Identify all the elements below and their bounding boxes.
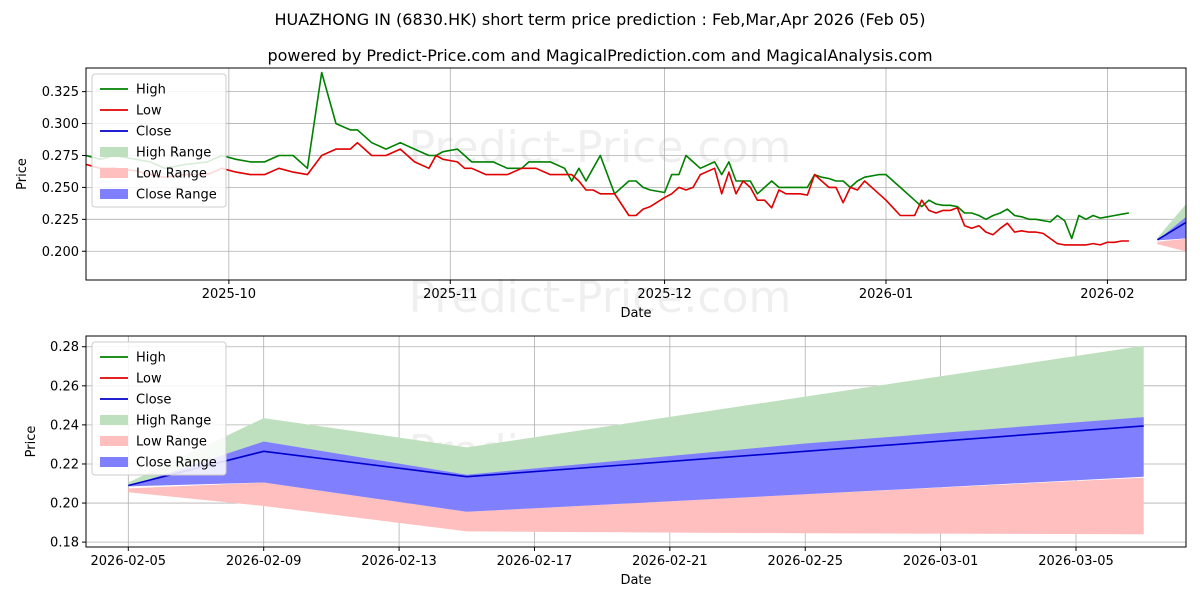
plot1-x-tick-label-2: 2025-12 <box>637 287 691 302</box>
plot2-x-axis-label: Date <box>620 573 651 588</box>
plot2-x-tick-label-3: 2026-02-17 <box>497 554 573 569</box>
plot1-legend-swatch-low-range <box>100 168 128 178</box>
plot1-x-tick-label-0: 2025-10 <box>202 287 256 302</box>
plot2-x-tick-label-6: 2026-03-01 <box>903 554 979 569</box>
plot2-legend-label-high: High <box>136 351 166 366</box>
plot2-y-tick-label-0: 0.18 <box>50 536 79 551</box>
plot1-x-tick-label-1: 2025-11 <box>423 287 477 302</box>
plot1-y-tick-label-1: 0.225 <box>42 213 79 228</box>
plot1-x-tick-label-4: 2026-02 <box>1080 287 1134 302</box>
plot1-y-tick-label-4: 0.300 <box>42 117 79 132</box>
plot1-x-tick-label-3: 2026-01 <box>859 287 913 302</box>
plot2-y-tick-label-2: 0.22 <box>50 457 79 472</box>
plot2-low-range-band <box>128 477 1144 535</box>
plot2-y-axis-label: Price <box>24 426 39 458</box>
plot2-y-tick-label-4: 0.26 <box>50 379 79 394</box>
plot2-legend-label-high-range: High Range <box>136 414 211 429</box>
plot2-legend-label-close-range: Close Range <box>136 456 217 471</box>
plot2-legend-swatch-low-range <box>100 436 128 446</box>
chart-title: HUAZHONG IN (6830.HK) short term price p… <box>274 10 926 29</box>
plot2-y-tick-label-5: 0.28 <box>50 340 79 355</box>
plot2-y-tick-label-1: 0.20 <box>50 497 79 512</box>
plot1-legend-label-high-range: High Range <box>136 146 211 161</box>
plot1-x-axis-label: Date <box>620 306 651 321</box>
plot1-high-range-band <box>1157 204 1186 240</box>
plot1-y-tick-label-5: 0.325 <box>42 85 79 100</box>
plot1-legend-label-low: Low <box>136 104 162 119</box>
plot2-legend-swatch-high-range <box>100 415 128 425</box>
plot2-y-tick-label-3: 0.24 <box>50 418 79 433</box>
plot2-legend-label-close: Close <box>136 393 171 408</box>
plot2-frame <box>85 335 1187 548</box>
plot1-low-range-band <box>1157 238 1186 252</box>
plot1-legend-swatch-close-range <box>100 189 128 199</box>
plot2-legend-label-low: Low <box>136 372 162 387</box>
plot1-legend-label-low-range: Low Range <box>136 167 207 182</box>
plot1-y-tick-label-3: 0.275 <box>42 149 79 164</box>
plot1-y-axis-label: Price <box>15 158 30 190</box>
plot2-series-group <box>128 345 1144 535</box>
plot1-legend-label-high: High <box>136 83 166 98</box>
plot1-low-line <box>86 141 1129 246</box>
plot2-x-tick-label-7: 2026-03-05 <box>1038 554 1114 569</box>
plot1-high-line <box>86 71 1130 240</box>
plot1-legend-label-close-range: Close Range <box>136 188 217 203</box>
plot2-x-tick-label-5: 2026-02-25 <box>767 554 843 569</box>
chart-subtitle: powered by Predict-Price.com and Magical… <box>267 46 933 65</box>
plot2-x-tick-label-4: 2026-02-21 <box>632 554 708 569</box>
plot2-legend-label-low-range: Low Range <box>136 435 207 450</box>
plot2-x-tick-label-1: 2026-02-09 <box>226 554 302 569</box>
plot2-legend-swatch-close-range <box>100 457 128 467</box>
plot1-watermark-0: Predict-Price.com <box>409 122 792 173</box>
plot1-series-group <box>86 71 1186 252</box>
plot2-x-tick-label-0: 2026-02-05 <box>91 554 167 569</box>
plot1-y-tick-label-0: 0.200 <box>42 245 79 260</box>
plot1-y-tick-label-2: 0.250 <box>42 181 79 196</box>
plot1-close-range-band <box>1157 216 1186 241</box>
plot2-high-range-band <box>128 345 1144 486</box>
plot1-legend-label-close: Close <box>136 125 171 140</box>
plot1-frame <box>85 67 1187 281</box>
plot1-legend-swatch-high-range <box>100 147 128 157</box>
plot2-x-tick-label-2: 2026-02-13 <box>361 554 437 569</box>
plot1-close-line <box>1156 221 1186 241</box>
